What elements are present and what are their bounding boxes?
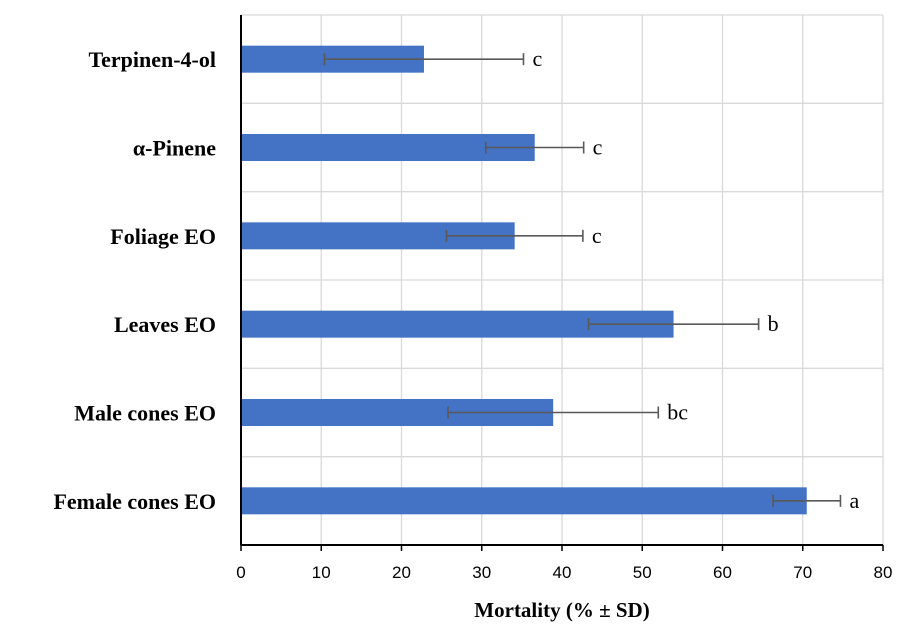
x-tick-labels: 0 10 20 30 40 50 60 70 80	[236, 563, 892, 582]
x-tick-label-2: 20	[392, 563, 411, 582]
significance-label-2: c	[592, 223, 602, 248]
x-tick-label-6: 60	[713, 563, 732, 582]
x-tick-label-1: 10	[312, 563, 331, 582]
x-axis-title: Mortality (% ± SD)	[474, 598, 649, 622]
x-tick-label-0: 0	[236, 563, 245, 582]
significance-labels: c c c b bc a	[532, 46, 859, 513]
x-tick-label-7: 70	[793, 563, 812, 582]
category-label-3: Leaves EO	[114, 312, 216, 337]
axes	[240, 15, 884, 551]
category-label-0: Terpinen-4-ol	[88, 47, 216, 72]
significance-label-3: b	[768, 311, 779, 336]
category-label-2: Foliage EO	[110, 224, 216, 249]
error-bars-group	[323, 53, 842, 507]
category-label-1: α-Pinene	[133, 136, 216, 161]
significance-label-1: c	[593, 135, 603, 160]
category-label-5: Female cones EO	[53, 489, 216, 514]
x-tick-label-8: 80	[874, 563, 893, 582]
grid-lines	[241, 14, 884, 545]
significance-label-4: bc	[667, 400, 688, 425]
category-labels: Terpinen-4-ol α-Pinene Foliage EO Leaves EO…	[53, 47, 216, 514]
bar-5	[241, 487, 807, 515]
x-tick-label-5: 50	[633, 563, 652, 582]
significance-label-0: c	[532, 46, 542, 71]
x-tick-label-3: 30	[472, 563, 491, 582]
category-label-4: Male cones EO	[74, 401, 216, 426]
significance-label-5: a	[849, 488, 859, 513]
x-tick-label-4: 40	[553, 563, 572, 582]
bars-group	[241, 45, 807, 515]
